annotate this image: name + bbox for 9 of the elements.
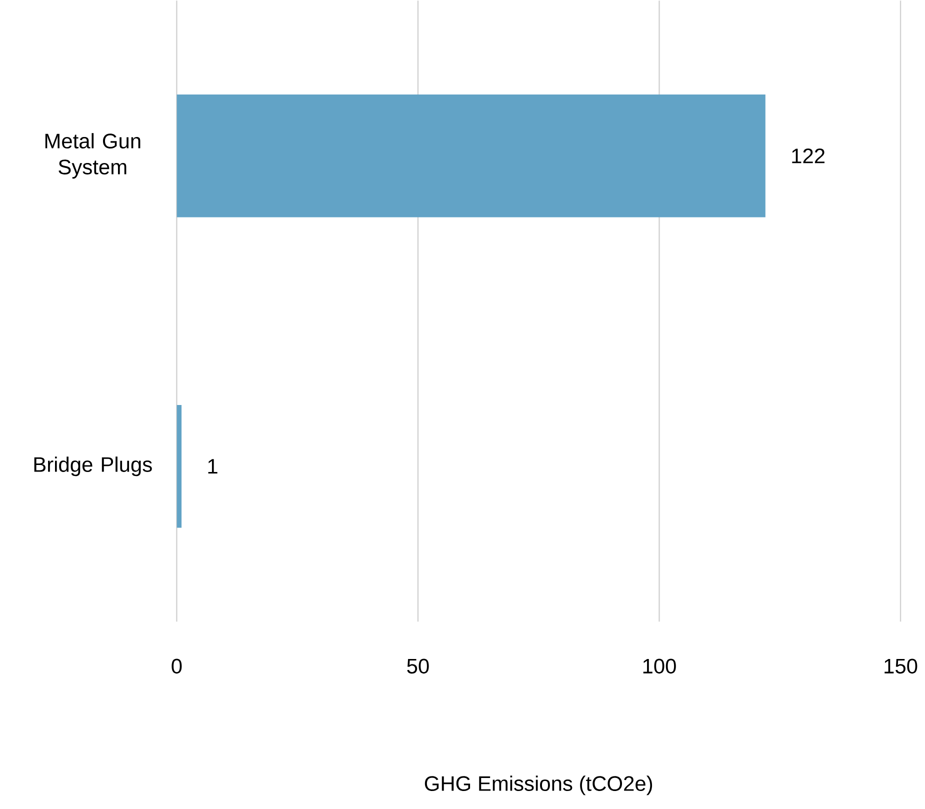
data-label: 122 [792, 148, 824, 164]
y-tick-label: Bridge Plugs [34, 456, 152, 476]
x-tick-label: 0 [172, 658, 182, 674]
y-tick-label: Metal Gun System [45, 132, 140, 178]
data-label: 1 [208, 459, 218, 474]
x-tick-label: 50 [407, 658, 429, 674]
x-tick-label: 100 [643, 658, 676, 674]
x-axis-title: GHG Emissions (tCO2e) [424, 775, 652, 796]
x-tick-label: 150 [884, 658, 918, 674]
